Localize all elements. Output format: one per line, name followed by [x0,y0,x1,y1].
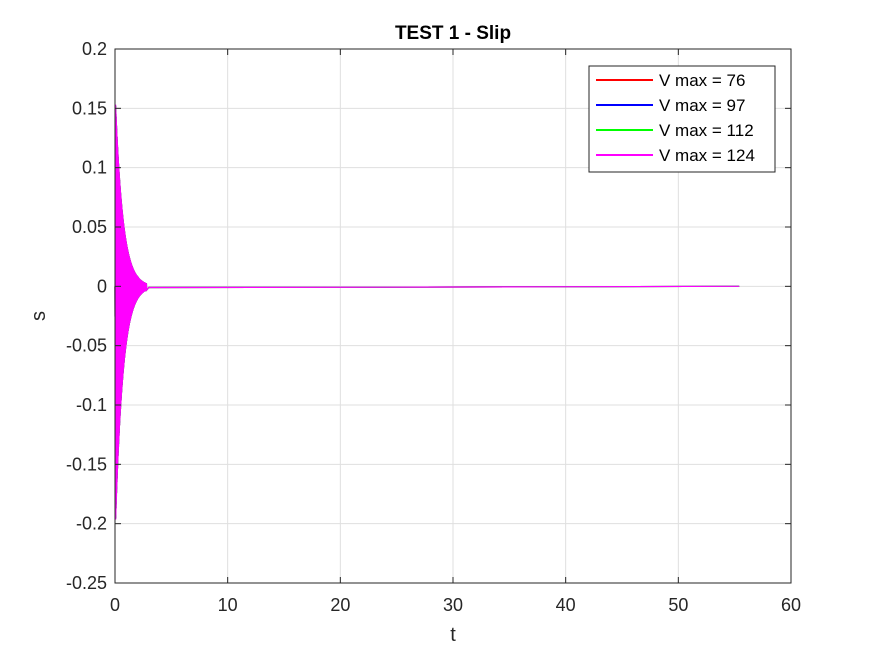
y-tick-label: -0.2 [76,514,107,534]
y-tick-label: -0.1 [76,395,107,415]
y-ticks: -0.25 -0.2 -0.15 -0.1 -0.05 0 0.05 0.1 0.15 0.2 [66,39,791,593]
y-tick-label: -0.05 [66,336,107,356]
x-ticks: 0 10 20 30 40 50 60 [110,49,801,615]
y-tick-label: 0.2 [82,39,107,59]
x-axis-label: t [450,624,456,646]
y-axis-label: s [28,311,50,321]
y-tick-label: 0.05 [72,217,107,237]
chart-title: TEST 1 - Slip [395,23,511,44]
series-layer [114,104,740,520]
y-tick-label: -0.25 [66,573,107,593]
legend-label: V max = 76 [659,71,745,90]
x-tick-label: 30 [443,595,463,615]
x-tick-label: 50 [668,595,688,615]
x-tick-label: 40 [556,595,576,615]
x-tick-label: 0 [110,595,120,615]
x-tick-label: 60 [781,595,801,615]
y-tick-label: 0 [97,276,107,296]
legend-label: V max = 112 [659,121,754,140]
x-tick-label: 20 [330,595,350,615]
legend: V max = 76 V max = 97 V max = 112 V max = 1… [588,65,776,173]
legend-label: V max = 124 [659,146,755,165]
y-tick-label: -0.15 [66,454,107,474]
y-tick-label: 0.15 [72,98,107,118]
series-line [114,104,740,520]
y-tick-label: 0.1 [82,158,107,178]
x-tick-label: 10 [218,595,238,615]
legend-label: V max = 97 [659,96,745,115]
